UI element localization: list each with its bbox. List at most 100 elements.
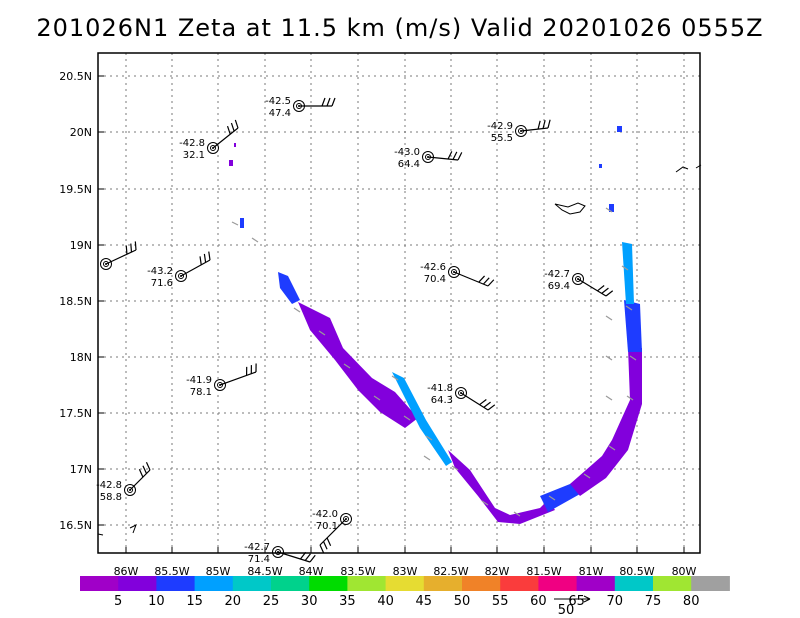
lon-label: 85.5W [154, 565, 189, 578]
lon-label: 81W [579, 565, 604, 578]
colorbar-label: 40 [377, 594, 394, 609]
station-marker: -42.769.4 [544, 269, 614, 297]
station-marker: -41.978.1 [186, 363, 257, 398]
colorbar-swatch [80, 576, 119, 591]
vector-key-label: 50 [558, 603, 575, 618]
station-bottom-value: 64.4 [398, 159, 420, 170]
lat-label: 18.5N [59, 295, 92, 308]
gridlines [98, 53, 700, 553]
colorbar-swatch [194, 576, 234, 591]
station-bottom-value: 55.5 [491, 133, 513, 144]
lat-label: 20N [70, 126, 92, 139]
station-top-value: -43.0 [394, 147, 420, 158]
station-bottom-value: 58.8 [100, 492, 122, 503]
station-top-value: -42.5 [265, 96, 291, 107]
lon-label: 83.5W [340, 565, 375, 578]
colorbar-swatch [271, 576, 310, 591]
station-markers: -42.547.4-42.832.1 -43.064.4-42.955.5-43.… [96, 96, 614, 565]
station-top-value: -42.6 [420, 262, 446, 273]
lat-label: 19N [70, 239, 92, 252]
lat-label: 16.5N [59, 519, 92, 532]
colorbar-label: 30 [301, 594, 318, 609]
colorbar-label: 20 [225, 594, 242, 609]
colorbar-swatch [118, 576, 157, 591]
lat-label: 17.5N [59, 407, 92, 420]
lon-label: 85W [206, 565, 231, 578]
colorbar-swatch [576, 576, 616, 591]
station-bottom-value: 69.4 [548, 281, 570, 292]
colorbar-swatch [462, 576, 501, 591]
lon-label: 81.5W [526, 565, 561, 578]
station-marker: -42.858.8 [96, 461, 151, 503]
map-frame [97, 52, 701, 554]
station-bottom-value: 47.4 [269, 108, 291, 119]
station-marker: -43.064.4 [394, 147, 463, 170]
colorbar-label: 55 [492, 594, 509, 609]
station-top-value: -42.7 [244, 542, 270, 553]
colorbar-label: 15 [186, 594, 203, 609]
colorbar: 5 10 15 20 25 30 35 40 45 50 55 60 65 70 75 80 [80, 576, 730, 609]
station-marker: -41.864.3 [427, 383, 496, 411]
station-top-value: -42.7 [544, 269, 570, 280]
station-marker [100, 241, 137, 270]
station-marker: -42.547.4 [265, 96, 336, 119]
colorbar-swatch [423, 576, 463, 591]
colorbar-label: 65 [568, 594, 585, 609]
map-title: 201026N1 Zeta at 11.5 km (m/s) Valid 202… [36, 14, 764, 42]
colorbar-label: 70 [607, 594, 624, 609]
colorbar-swatch [156, 576, 196, 591]
colorbar-label: 10 [148, 594, 165, 609]
station-top-value: -41.9 [186, 375, 212, 386]
lon-labels: 86W 85.5W 85W 84.5W 84W 83.5W 83W 82.5W 82W 81.5W… [114, 547, 697, 578]
lat-label: 19.5N [59, 183, 92, 196]
station-bottom-value: 71.4 [248, 554, 270, 565]
lat-label: 18N [70, 351, 92, 364]
station-marker: -43.271.6 [147, 251, 211, 289]
colorbar-swatch [232, 576, 272, 591]
station-bottom-value: 70.1 [316, 521, 338, 532]
colorbar-swatch [309, 576, 348, 591]
lon-label: 83W [393, 565, 418, 578]
lon-label: 82W [485, 565, 510, 578]
station-marker: -42.955.5 [487, 119, 551, 144]
station-top-value: -42.8 [179, 138, 205, 149]
colorbar-label: 45 [416, 594, 433, 609]
station-bottom-value: 71.6 [151, 278, 173, 289]
lon-label: 84.5W [247, 565, 282, 578]
station-top-value: -42.0 [312, 509, 338, 520]
colorbar-label: 75 [645, 594, 662, 609]
station-marker: -42.832.1 [179, 119, 239, 161]
colorbar-swatch [614, 576, 654, 591]
colorbar-swatch [691, 576, 730, 591]
colorbar-label: 35 [339, 594, 356, 609]
station-bottom-value: 32.1 [183, 150, 205, 161]
colorbar-label: 80 [683, 594, 700, 609]
station-top-value: -41.8 [427, 383, 453, 394]
station-bottom-value: 64.3 [431, 395, 453, 406]
lon-label: 80W [672, 565, 697, 578]
colorbar-label: 25 [263, 594, 280, 609]
station-bottom-value: 78.1 [190, 387, 212, 398]
lon-label: 82.5W [433, 565, 468, 578]
colorbar-swatch [653, 576, 692, 591]
colorbar-swatch [538, 576, 578, 591]
lat-label: 20.5N [59, 70, 92, 83]
wind-vectors [231, 207, 637, 517]
lon-label: 86W [114, 565, 139, 578]
zeta-field [229, 126, 642, 524]
vector-key: 50 [554, 595, 591, 618]
station-marker: -42.670.4 [420, 262, 495, 287]
colorbar-swatch [500, 576, 539, 591]
colorbar-label: 5 [114, 594, 122, 609]
station-marker: -42.070.1 [312, 509, 352, 554]
lon-label: 80.5W [619, 565, 654, 578]
lon-label: 84W [299, 565, 324, 578]
colorbar-label: 50 [454, 594, 471, 609]
station-top-value: -42.9 [487, 121, 513, 132]
lat-labels: 20.5N 20N 19.5N 19N 18.5N 18N 17.5N 17N 16.5N [59, 70, 104, 532]
station-bottom-value: 70.4 [424, 274, 446, 285]
lat-label: 17N [70, 463, 92, 476]
colorbar-label: 60 [530, 594, 547, 609]
station-top-value: -42.8 [96, 480, 122, 491]
